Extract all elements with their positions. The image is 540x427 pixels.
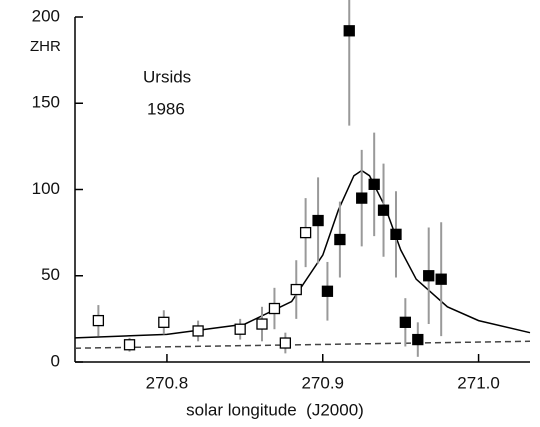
data-point [290,283,302,296]
y-tick-label: 150 [32,93,60,112]
data-point [158,316,170,328]
data-point [234,323,246,335]
x-tick-label: 270.9 [301,373,344,392]
data-point [377,204,390,216]
data-point [312,214,324,227]
fit-curve [74,169,531,339]
data-point [256,318,268,330]
data-point [368,178,380,190]
annotation: 1986 [147,99,185,118]
x-axis-label: solar longitude (J2000) [186,400,364,419]
data-point [412,333,424,346]
data-point [423,270,435,282]
y-axis-label: ZHR [30,38,61,55]
data-point [268,302,281,315]
data-point [399,316,411,328]
data-point [435,273,447,285]
data-point [334,233,346,246]
annotation: Ursids [143,67,191,86]
data-point [92,314,105,327]
y-tick-label: 200 [32,6,60,25]
data-point [343,25,355,37]
y-tick-label: 0 [51,351,60,370]
data-point [299,226,312,239]
y-tick-label: 50 [41,265,60,284]
data-point [279,337,292,349]
y-tick-label: 100 [32,179,60,198]
data-point [390,228,402,241]
x-tick-label: 270.8 [146,373,189,392]
baseline-curve [74,340,531,349]
data-point [192,325,204,337]
x-tick-label: 271.0 [457,373,500,392]
data-point [356,192,368,204]
data-point [321,285,334,297]
data-point [123,339,136,351]
